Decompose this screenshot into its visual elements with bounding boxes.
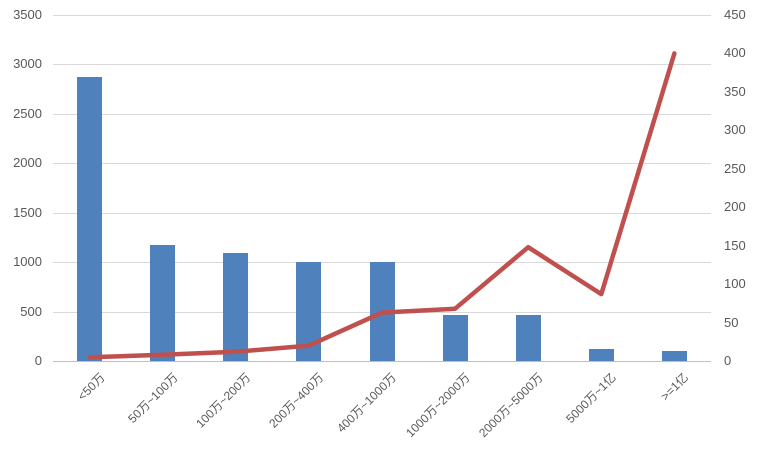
gridline	[53, 15, 711, 16]
y-axis-left-tick-label: 1500	[13, 205, 42, 220]
bar	[516, 315, 541, 361]
x-axis-label-text: 100万~200万	[193, 370, 254, 431]
y-axis-left-tick-label: 0	[34, 353, 42, 368]
y-axis-right-tick-label: 450	[724, 7, 746, 22]
y-axis-left-tick-label: 1000	[13, 254, 42, 269]
y-axis-left-tick-label: 3000	[13, 56, 42, 71]
x-axis-line	[53, 361, 711, 362]
x-axis-label-text: 2000万~5000万	[475, 370, 546, 440]
bar	[662, 351, 687, 361]
y-axis-right-tick-label: 200	[724, 199, 746, 214]
bar	[443, 315, 468, 361]
gridline	[53, 64, 711, 65]
bar	[589, 349, 614, 361]
x-axis-label-text: 200万~400万	[266, 370, 327, 431]
bar	[77, 77, 102, 361]
bar	[150, 245, 175, 361]
line-path	[87, 51, 677, 360]
line-series	[87, 51, 677, 360]
x-axis-label-text: 1000万~2000万	[402, 370, 473, 440]
y-axis-right-tick-label: 50	[724, 315, 739, 330]
bar	[223, 253, 248, 361]
x-axis-label-text: 400万~1000万	[334, 370, 400, 436]
y-axis-left-tick-label: 500	[20, 304, 42, 319]
y-axis-left-tick-label: 2500	[13, 106, 42, 121]
gridline	[53, 114, 711, 115]
x-axis-label-text: >=1亿	[658, 370, 692, 404]
y-axis-right-tick-label: 350	[724, 84, 746, 99]
y-axis-left-tick-label: 2000	[13, 155, 42, 170]
y-axis-right-tick-label: 400	[724, 45, 746, 60]
y-axis-right-tick-label: 0	[724, 353, 732, 368]
y-axis-right-tick-label: 100	[724, 276, 746, 291]
y-axis-right-tick-label: 250	[724, 161, 746, 176]
x-axis-label-text: 5000万~1亿	[562, 370, 619, 426]
y-axis-right-tick-label: 300	[724, 122, 746, 137]
gridline	[53, 163, 711, 164]
y-axis-right-tick-label: 150	[724, 238, 746, 253]
x-axis-label-text: <50万	[74, 370, 108, 404]
y-axis-left-tick-label: 3500	[13, 7, 42, 22]
x-axis-label-text: 50万~100万	[124, 370, 181, 426]
gridline	[53, 213, 711, 214]
